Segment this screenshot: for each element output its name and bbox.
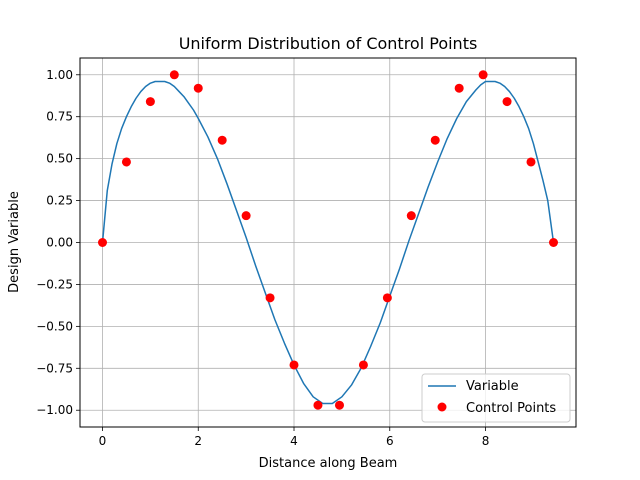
grid-layer (80, 58, 576, 427)
series-layer (98, 70, 558, 410)
control-point (145, 97, 155, 107)
legend-marker-swatch (437, 402, 447, 412)
y-axis-label: Design Variable (7, 191, 22, 293)
control-point (193, 83, 203, 93)
x-tick-label: 4 (290, 434, 298, 448)
control-point (289, 360, 299, 370)
control-point (313, 400, 323, 410)
legend: Variable Control Points (421, 373, 571, 423)
control-point (382, 293, 392, 303)
control-point (121, 157, 131, 167)
y-tick-label: 0.25 (46, 194, 73, 208)
control-point (265, 293, 275, 303)
legend-label-variable: Variable (466, 379, 519, 394)
chart-title: Uniform Distribution of Control Points (179, 34, 478, 53)
y-tick-label: 1.00 (46, 68, 73, 82)
x-tick-label: 0 (99, 434, 107, 448)
control-point (526, 157, 536, 167)
control-point (358, 360, 368, 370)
y-tick-label: −1.00 (36, 403, 73, 417)
control-point (217, 135, 227, 145)
control-point (98, 238, 107, 247)
x-tick-label: 6 (386, 434, 394, 448)
control-point (454, 83, 464, 93)
y-tick-label: −0.50 (36, 319, 73, 333)
y-tick-label: 0.75 (46, 110, 73, 124)
legend-label-control-points: Control Points (466, 401, 556, 416)
y-tick-label: −0.25 (36, 277, 73, 291)
control-point (430, 135, 440, 145)
tick-layer: 0 2 4 6 8 −1.00 −0.75 −0.50 −0.25 0.00 0.25 0.50 0.7… (36, 68, 489, 448)
variable-series-line (101, 80, 555, 405)
y-tick-label: −0.75 (36, 361, 73, 375)
x-axis-label: Distance along Beam (259, 456, 398, 471)
control-point (406, 211, 416, 221)
x-tick-label: 8 (482, 434, 490, 448)
control-point (241, 211, 251, 221)
control-point (502, 97, 512, 107)
control-point (478, 70, 488, 80)
y-tick-label: 0.50 (46, 152, 73, 166)
control-point (334, 400, 344, 410)
y-tick-label: 0.00 (46, 236, 73, 250)
legend-box (421, 373, 571, 423)
control-point (169, 70, 179, 80)
x-tick-label: 2 (194, 434, 202, 448)
control-point (549, 238, 558, 247)
